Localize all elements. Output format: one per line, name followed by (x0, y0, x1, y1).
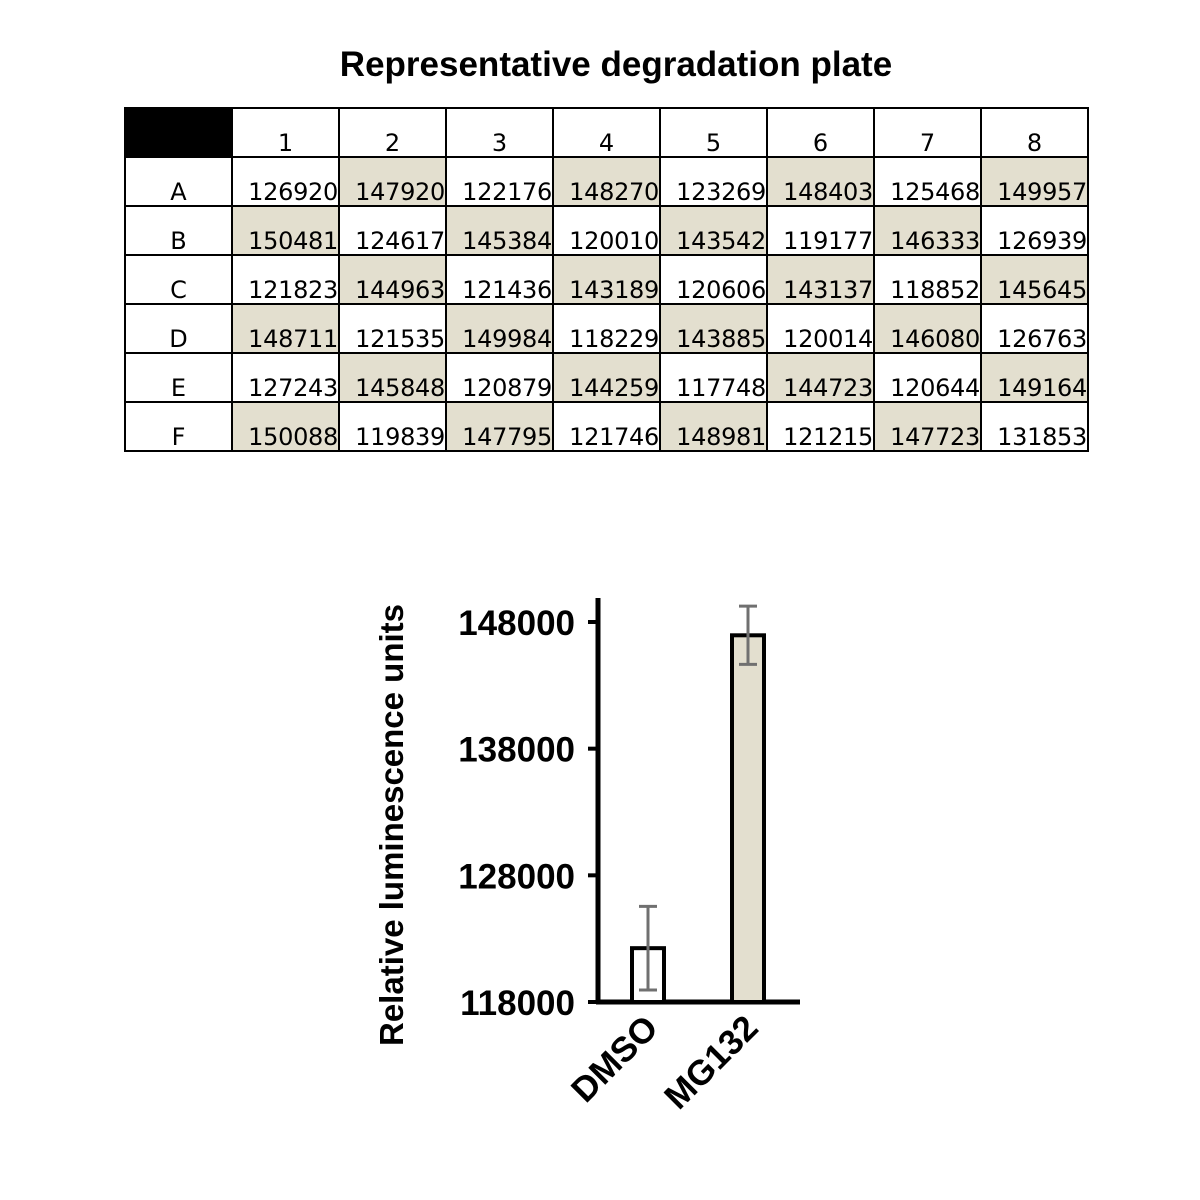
plate-cell: 123269 (659, 156, 768, 207)
plate-cell-shaded: 148403 (766, 156, 875, 207)
plate-cell-shaded: 150088 (231, 401, 340, 452)
plate-cell: 121436 (445, 254, 554, 305)
plate-cell: 131853 (980, 401, 1089, 452)
plate-row: C 121823 144963 121436 143189 120606 143137 118… (124, 254, 1089, 305)
plate-cell-shaded: 146080 (873, 303, 982, 354)
plate-cell-shaded: 144723 (766, 352, 875, 403)
y-tick-label: 128000 (458, 857, 575, 896)
plate-column-header: 6 (766, 107, 875, 158)
plate-cell-shaded: 143542 (659, 205, 768, 256)
plate-row-header: A (124, 156, 233, 207)
plate-row-header: E (124, 352, 233, 403)
plate-cell-shaded: 147795 (445, 401, 554, 452)
plate-row-header: C (124, 254, 233, 305)
y-tick-label: 138000 (458, 731, 575, 770)
plate-cell: 126939 (980, 205, 1089, 256)
plate-corner-block (124, 107, 233, 158)
plate-cell: 127243 (231, 352, 340, 403)
plate-cell-shaded: 148981 (659, 401, 768, 452)
plate-cell: 118229 (552, 303, 661, 354)
plate-cell: 120014 (766, 303, 875, 354)
plate-column-header: 4 (552, 107, 661, 158)
plate-cell-shaded: 149164 (980, 352, 1089, 403)
plate-cell-shaded: 144963 (338, 254, 447, 305)
plate-cell: 126763 (980, 303, 1089, 354)
plate-cell-shaded: 144259 (552, 352, 661, 403)
plate-cell-shaded: 145848 (338, 352, 447, 403)
plate-cell-shaded: 143885 (659, 303, 768, 354)
plate-row: A 126920 147920 122176 148270 123269 148403 125… (124, 156, 1089, 207)
y-axis-title: Relative luminescence units (373, 604, 410, 1046)
plate-column-header: 2 (338, 107, 447, 158)
plate-cell-shaded: 149984 (445, 303, 554, 354)
plate-cell: 122176 (445, 156, 554, 207)
plate-cell-shaded: 148270 (552, 156, 661, 207)
plate-cell-shaded: 145384 (445, 205, 554, 256)
plate-cell-shaded: 145645 (980, 254, 1089, 305)
plate-cell: 120010 (552, 205, 661, 256)
plate-cell-shaded: 143137 (766, 254, 875, 305)
y-tick-label: 118000 (460, 984, 575, 1023)
plate-column-header: 8 (980, 107, 1089, 158)
plate-row-header: F (124, 401, 233, 452)
plate-cell: 120606 (659, 254, 768, 305)
plate-table: 1 2 3 4 5 6 7 8 A 126920 147920 122176 148270 123269 1… (124, 107, 1089, 452)
plate-column-header: 3 (445, 107, 554, 158)
plate-column-header: 5 (659, 107, 768, 158)
bar-mg132 (730, 633, 766, 1004)
y-tick-label: 148000 (458, 604, 575, 643)
plate-cell: 117748 (659, 352, 768, 403)
plate-cell: 121746 (552, 401, 661, 452)
plate-cell-shaded: 147920 (338, 156, 447, 207)
plate-row: B 150481 124617 145384 120010 143542 119177 146… (124, 205, 1089, 256)
plate-row: E 127243 145848 120879 144259 117748 144723 120… (124, 352, 1089, 403)
plate-cell-shaded: 148711 (231, 303, 340, 354)
plate-cell-shaded: 150481 (231, 205, 340, 256)
plate-cell: 121823 (231, 254, 340, 305)
plate-cell: 124617 (338, 205, 447, 256)
plate-title: Representative degradation plate (339, 45, 893, 84)
plate-row: F 150088 119839 147795 121746 148981 121215 147… (124, 401, 1089, 452)
plate-cell: 121535 (338, 303, 447, 354)
plate-cell-shaded: 147723 (873, 401, 982, 452)
plate-cell: 126920 (231, 156, 340, 207)
plate-cell: 120644 (873, 352, 982, 403)
plate-cell: 125468 (873, 156, 982, 207)
plate-cell-shaded: 149957 (980, 156, 1089, 207)
plate-cell: 120879 (445, 352, 554, 403)
x-category-label: DMSO (564, 1008, 666, 1110)
plate-cell: 119839 (338, 401, 447, 452)
plate-column-header: 7 (873, 107, 982, 158)
plate-cell: 118852 (873, 254, 982, 305)
plate-row: D 148711 121535 149984 118229 143885 120014 146… (124, 303, 1089, 354)
plate-column-header: 1 (231, 107, 340, 158)
x-category-label: MG132 (657, 1008, 766, 1117)
plate-cell: 119177 (766, 205, 875, 256)
plate-cell: 121215 (766, 401, 875, 452)
plate-row-header: B (124, 205, 233, 256)
plate-cell-shaded: 143189 (552, 254, 661, 305)
plate-cell-shaded: 146333 (873, 205, 982, 256)
plate-row-header: D (124, 303, 233, 354)
